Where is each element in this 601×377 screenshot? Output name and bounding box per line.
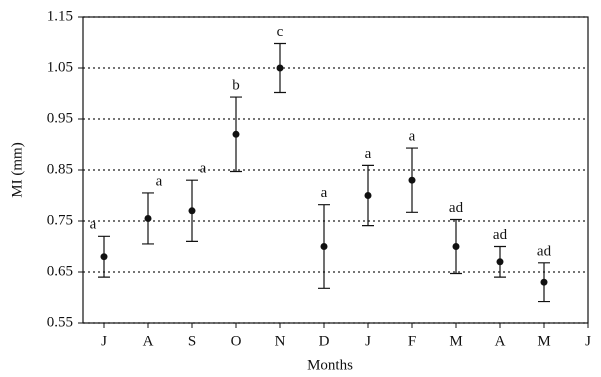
significance-label: ad: [449, 200, 464, 216]
data-point: [496, 258, 504, 266]
data-point: [188, 207, 196, 215]
x-tick-label: O: [231, 333, 242, 349]
x-tick-label: S: [188, 333, 196, 349]
x-tick-label: M: [537, 333, 550, 349]
data-point: [364, 192, 372, 199]
significance-label: a: [200, 161, 207, 177]
x-tick-label: J: [101, 333, 107, 349]
y-axis-label: MI (mm): [9, 142, 25, 197]
x-tick-label: J: [585, 333, 591, 349]
significance-label: a: [156, 173, 163, 189]
data-point: [232, 130, 240, 138]
significance-label: a: [90, 217, 97, 233]
data-point: [452, 243, 460, 250]
y-tick-label: 1.15: [47, 8, 73, 24]
significance-label: a: [409, 129, 416, 145]
data-point: [276, 64, 284, 72]
x-tick-label: A: [143, 333, 154, 349]
significance-label: ad: [493, 227, 508, 243]
plot-frame: [82, 16, 589, 324]
significance-label: a: [365, 146, 372, 162]
y-tick-label: 1.05: [47, 59, 73, 75]
x-tick-label: F: [408, 333, 416, 349]
significance-label: c: [277, 24, 284, 40]
data-point: [144, 214, 152, 222]
y-tick-label: 0.55: [47, 314, 73, 330]
significance-label: a: [321, 185, 328, 201]
y-tick-label: 0.65: [47, 263, 73, 279]
significance-label: b: [232, 78, 240, 94]
x-tick-label: A: [495, 333, 506, 349]
significance-label: ad: [537, 243, 552, 259]
x-tick-label: D: [319, 333, 330, 349]
x-tick-label: N: [275, 333, 286, 349]
y-tick-label: 0.85: [47, 161, 73, 177]
y-tick-label: 0.95: [47, 110, 73, 126]
x-tick-label: M: [449, 333, 462, 349]
x-axis-label: Months: [307, 357, 353, 373]
data-point: [540, 278, 548, 286]
data-point: [408, 176, 416, 184]
x-tick-label: J: [365, 333, 371, 349]
data-point: [320, 243, 328, 250]
y-tick-label: 0.75: [47, 212, 73, 228]
data-point: [100, 253, 108, 261]
